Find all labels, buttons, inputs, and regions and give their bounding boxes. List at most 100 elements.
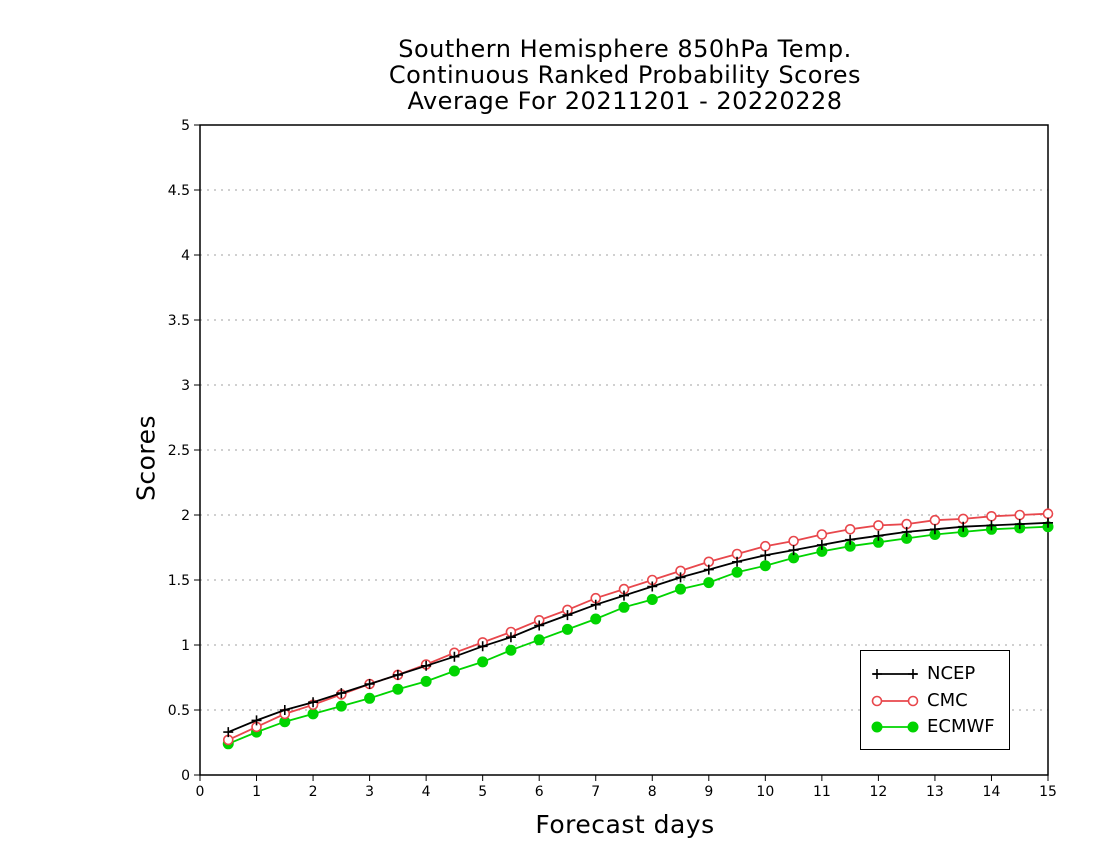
y-tick-label: 4 — [181, 248, 190, 264]
legend-item-ecmwf: ECMWF — [861, 715, 1011, 739]
legend: NCEP CMC ECMWF — [860, 650, 1010, 750]
data-point-cmc — [760, 540, 771, 552]
data-point-ecmwf — [703, 577, 715, 589]
data-point-ecmwf — [420, 675, 432, 687]
data-point-ncep — [336, 688, 347, 699]
y-tick-label: 1 — [181, 638, 190, 654]
data-point-ncep — [1014, 519, 1025, 530]
x-tick-label: 7 — [591, 784, 600, 800]
data-point-ncep — [364, 679, 375, 689]
data-point-ncep — [788, 545, 799, 556]
data-point-cmc — [816, 529, 828, 540]
data-point-ncep — [619, 590, 629, 601]
x-tick-label: 15 — [1039, 784, 1057, 800]
x-tick-label: 3 — [365, 784, 374, 800]
x-tick-label: 1 — [252, 784, 261, 800]
data-point-ecmwf — [675, 583, 687, 595]
x-tick-label: 14 — [983, 784, 1001, 800]
data-point-ncep — [308, 697, 319, 708]
data-point-ncep — [873, 530, 884, 541]
data-point-ncep — [986, 520, 997, 531]
title-line-3: Average For 20211201 - 20220228 — [407, 87, 843, 115]
y-tick-label: 3.5 — [168, 313, 190, 329]
y-tick-label: 1.5 — [168, 573, 190, 589]
data-point-ncep — [392, 669, 403, 680]
y-axis-label: Scores — [131, 414, 161, 502]
data-point-cmc — [844, 523, 856, 535]
series-ncep — [223, 517, 1053, 738]
title-line-2: Continuous Ranked Probability Scores — [388, 61, 862, 89]
data-point-ecmwf — [505, 644, 517, 656]
data-point-ecmwf — [561, 623, 573, 635]
legend-marker — [907, 695, 919, 707]
legend-marker — [907, 721, 919, 733]
data-point-ncep — [732, 556, 743, 567]
legend-item-cmc: CMC — [861, 689, 1011, 713]
data-point-ncep — [505, 632, 516, 643]
x-axis-label: Forecast days — [535, 810, 715, 839]
y-tick-label: 0 — [181, 768, 190, 784]
legend-marker — [908, 669, 918, 679]
data-point-ncep — [279, 705, 290, 715]
data-point-ncep — [703, 564, 714, 575]
data-point-ecmwf — [335, 700, 347, 712]
data-point-ecmwf — [731, 566, 743, 578]
x-tick-label: 10 — [756, 784, 774, 800]
data-point-ncep — [845, 534, 856, 545]
chart-title: Southern Hemisphere 850hPa Temp. Continu… — [200, 36, 1050, 114]
data-point-ncep — [590, 599, 601, 610]
data-point-ecmwf — [618, 601, 630, 613]
legend-marker — [872, 669, 882, 679]
x-tick-label: 11 — [813, 784, 831, 800]
data-point-ncep — [929, 524, 940, 535]
x-tick-label: 9 — [704, 784, 713, 800]
x-tick-label: 5 — [478, 784, 487, 800]
data-point-ncep — [816, 539, 827, 550]
data-point-ecmwf — [392, 683, 404, 695]
x-tick-label: 13 — [926, 784, 944, 800]
data-point-ecmwf — [533, 634, 545, 646]
data-point-ecmwf — [448, 665, 460, 677]
legend-label-cmc: CMC — [927, 690, 968, 711]
data-point-cmc — [929, 514, 941, 526]
data-point-ecmwf — [307, 708, 319, 720]
data-point-ncep — [251, 715, 262, 726]
data-point-ncep — [958, 521, 969, 532]
data-point-ncep — [223, 727, 234, 738]
data-point-ecmwf — [646, 594, 658, 605]
data-point-ncep — [449, 651, 460, 662]
legend-label-ecmwf: ECMWF — [927, 716, 995, 737]
legend-swatch-ecmwf — [871, 721, 919, 733]
data-point-cmc — [788, 535, 799, 547]
data-point-ncep — [675, 572, 686, 583]
data-point-ncep — [1043, 517, 1053, 528]
x-tick-label: 4 — [422, 784, 431, 800]
data-point-ncep — [477, 641, 488, 652]
legend-marker — [871, 695, 883, 707]
data-point-ncep — [901, 526, 912, 537]
y-tick-label: 2 — [181, 508, 190, 524]
data-point-ecmwf — [364, 692, 376, 704]
title-line-1: Southern Hemisphere 850hPa Temp. — [398, 35, 852, 63]
y-tick-label: 0.5 — [168, 703, 190, 719]
data-point-ncep — [647, 581, 658, 592]
x-tick-label: 8 — [648, 784, 657, 800]
data-point-cmc — [873, 520, 884, 531]
data-point-ecmwf — [590, 613, 602, 625]
data-point-ncep — [760, 550, 771, 561]
y-tick-label: 3 — [181, 378, 190, 394]
x-tick-label: 12 — [869, 784, 887, 800]
x-tick-label: 6 — [535, 784, 544, 800]
data-point-cmc — [1042, 508, 1054, 520]
data-point-ncep — [421, 660, 432, 671]
x-tick-label: 2 — [309, 784, 318, 800]
data-point-cmc — [1014, 509, 1026, 521]
legend-label-ncep: NCEP — [927, 663, 976, 684]
data-point-ecmwf — [477, 656, 489, 668]
data-point-ncep — [534, 620, 545, 631]
legend-marker — [871, 721, 883, 733]
data-point-cmc — [986, 510, 997, 522]
y-tick-label: 5 — [181, 118, 190, 134]
data-point-ncep — [562, 610, 573, 621]
